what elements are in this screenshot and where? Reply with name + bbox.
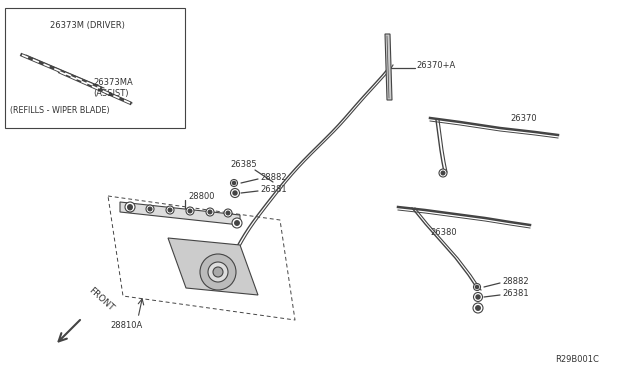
- Circle shape: [128, 206, 132, 210]
- Text: 26380: 26380: [430, 228, 456, 237]
- Text: 28882: 28882: [260, 173, 287, 182]
- Circle shape: [208, 210, 212, 214]
- Circle shape: [208, 262, 228, 282]
- Circle shape: [224, 209, 232, 217]
- Circle shape: [476, 285, 479, 289]
- Text: 26370: 26370: [510, 113, 536, 122]
- Circle shape: [441, 171, 445, 175]
- Circle shape: [186, 207, 194, 215]
- Circle shape: [474, 292, 483, 301]
- Text: 26373M (DRIVER): 26373M (DRIVER): [50, 20, 125, 29]
- Text: FRONT: FRONT: [87, 286, 116, 313]
- Text: 28882: 28882: [502, 276, 529, 285]
- Circle shape: [439, 169, 447, 177]
- Text: 26381: 26381: [260, 185, 287, 193]
- Circle shape: [148, 207, 152, 211]
- Circle shape: [213, 267, 223, 277]
- Circle shape: [128, 205, 132, 209]
- Circle shape: [476, 306, 480, 310]
- Text: 26370+A: 26370+A: [416, 61, 455, 70]
- Circle shape: [125, 202, 135, 212]
- Circle shape: [168, 208, 172, 212]
- Circle shape: [232, 182, 236, 185]
- Circle shape: [188, 209, 192, 213]
- Circle shape: [474, 283, 481, 291]
- Circle shape: [235, 221, 239, 225]
- Circle shape: [476, 295, 480, 299]
- Polygon shape: [385, 34, 392, 100]
- Circle shape: [200, 254, 236, 290]
- Polygon shape: [168, 238, 258, 295]
- Circle shape: [230, 189, 239, 198]
- Circle shape: [206, 208, 214, 216]
- Circle shape: [126, 204, 134, 212]
- Circle shape: [233, 191, 237, 195]
- Circle shape: [226, 211, 230, 215]
- Text: (REFILLS - WIPER BLADE): (REFILLS - WIPER BLADE): [10, 106, 109, 115]
- Circle shape: [166, 206, 174, 214]
- Text: 26385: 26385: [230, 160, 257, 169]
- Polygon shape: [120, 202, 240, 225]
- Text: R29B001C: R29B001C: [555, 356, 599, 365]
- Text: 28800: 28800: [188, 192, 214, 201]
- Text: 26373MA
(ASSIST): 26373MA (ASSIST): [93, 78, 132, 98]
- Circle shape: [473, 303, 483, 313]
- Text: 26381: 26381: [502, 289, 529, 298]
- Circle shape: [232, 218, 242, 228]
- Bar: [5, 8, 185, 128]
- Circle shape: [230, 180, 237, 186]
- Circle shape: [146, 205, 154, 213]
- Text: 28810A: 28810A: [110, 321, 142, 330]
